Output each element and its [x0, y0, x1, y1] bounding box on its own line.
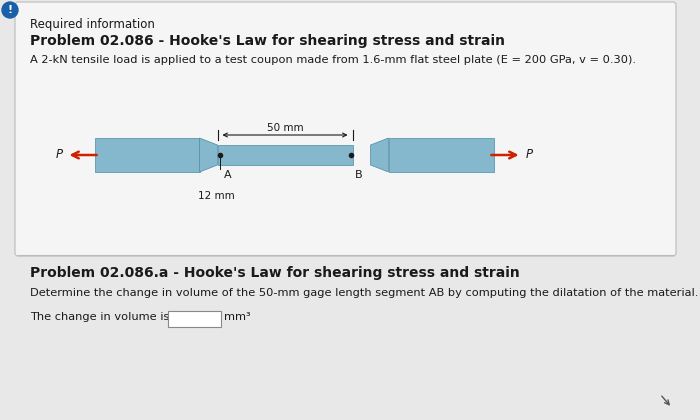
Text: Determine the change in volume of the 50-mm gage length segment AB by computing : Determine the change in volume of the 50…	[30, 288, 699, 298]
Polygon shape	[370, 138, 388, 172]
Text: Problem 02.086 - Hooke's Law for shearing stress and strain: Problem 02.086 - Hooke's Law for shearin…	[30, 34, 505, 48]
Text: 12 mm: 12 mm	[198, 191, 235, 201]
Circle shape	[2, 2, 18, 18]
Text: A 2-kN tensile load is applied to a test coupon made from 1.6-mm flat steel plat: A 2-kN tensile load is applied to a test…	[30, 55, 636, 65]
Text: Required information: Required information	[30, 18, 155, 31]
Text: P: P	[526, 149, 533, 162]
Text: Problem 02.086.a - Hooke's Law for shearing stress and strain: Problem 02.086.a - Hooke's Law for shear…	[30, 266, 519, 280]
FancyBboxPatch shape	[167, 310, 220, 326]
Text: mm³: mm³	[224, 312, 251, 322]
Text: P: P	[55, 149, 62, 162]
Text: The change in volume is: The change in volume is	[30, 312, 173, 322]
Polygon shape	[199, 138, 218, 172]
FancyBboxPatch shape	[15, 2, 676, 256]
Bar	[218, 145, 353, 165]
Bar	[94, 138, 199, 172]
Text: B: B	[354, 170, 362, 180]
Bar	[389, 138, 494, 172]
Text: !: !	[8, 5, 13, 15]
Text: A: A	[223, 170, 231, 180]
Text: 50 mm: 50 mm	[267, 123, 303, 133]
